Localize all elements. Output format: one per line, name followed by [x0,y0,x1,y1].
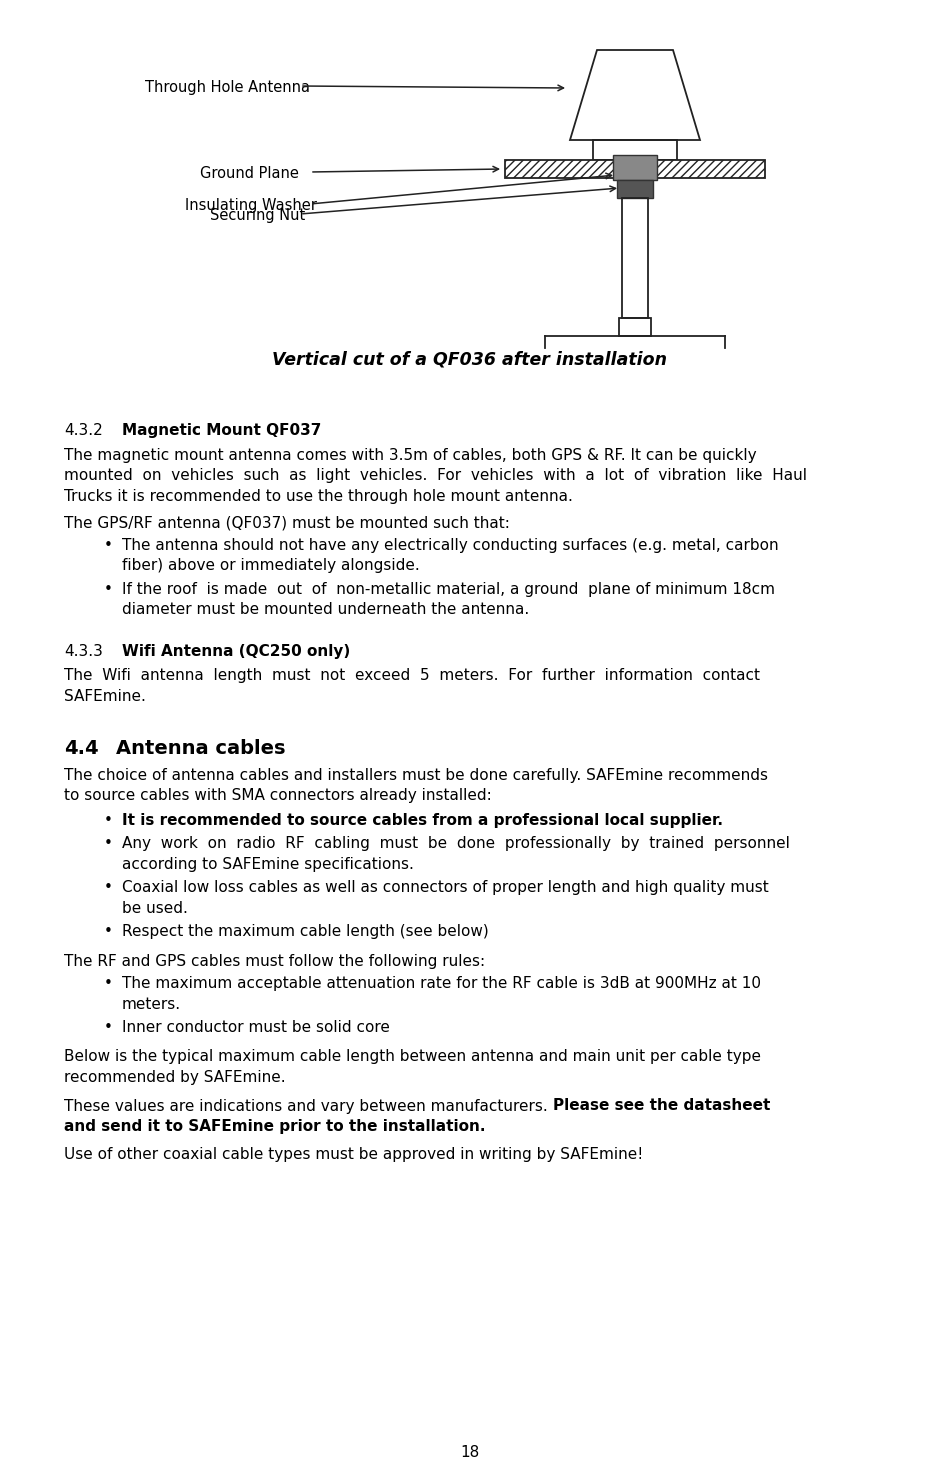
Bar [619,318,651,336]
Text: Antenna cables: Antenna cables [116,738,286,758]
Bar [505,161,765,178]
Text: according to SAFEmine specifications.: according to SAFEmine specifications. [122,856,414,871]
Text: and send it to SAFEmine prior to the installation.: and send it to SAFEmine prior to the ins… [64,1119,485,1134]
Text: These values are indications and vary between manufacturers.: These values are indications and vary be… [64,1098,553,1113]
Text: fiber) above or immediately alongside.: fiber) above or immediately alongside. [122,559,419,573]
Text: Trucks it is recommended to use the through hole mount antenna.: Trucks it is recommended to use the thro… [64,488,572,504]
Bar [613,155,657,180]
Text: The  Wifi  antenna  length  must  not  exceed  5  meters.  For  further  informa: The Wifi antenna length must not exceed … [64,668,760,682]
Text: Wifi Antenna (QC250 only): Wifi Antenna (QC250 only) [122,644,351,659]
Text: to source cables with SMA connectors already installed:: to source cables with SMA connectors alr… [64,789,492,803]
Bar [622,198,648,318]
Text: Any  work  on  radio  RF  cabling  must  be  done  professionally  by  trained  : Any work on radio RF cabling must be don… [122,836,790,850]
Text: The antenna should not have any electrically conducting surfaces (e.g. metal, ca: The antenna should not have any electric… [122,538,778,553]
Text: Securing Nut: Securing Nut [210,208,306,223]
Text: Use of other coaxial cable types must be approved in writing by SAFEmine!: Use of other coaxial cable types must be… [64,1147,643,1163]
Text: •: • [104,924,113,939]
Text: •: • [104,582,113,597]
Text: •: • [104,880,113,895]
Text: Respect the maximum cable length (see below): Respect the maximum cable length (see be… [122,924,489,939]
Text: meters.: meters. [122,996,181,1011]
Text: The maximum acceptable attenuation rate for the RF cable is 3dB at 900MHz at 10: The maximum acceptable attenuation rate … [122,976,760,991]
Text: 4.3.2: 4.3.2 [64,423,102,438]
Text: Below is the typical maximum cable length between antenna and main unit per cabl: Below is the typical maximum cable lengt… [64,1049,760,1064]
Text: Please see the datasheet: Please see the datasheet [553,1098,770,1113]
Bar [593,140,677,161]
Text: •: • [104,836,113,850]
Text: It is recommended to source cables from a professional local supplier.: It is recommended to source cables from … [122,812,723,827]
Text: The choice of antenna cables and installers must be done carefully. SAFEmine rec: The choice of antenna cables and install… [64,768,768,783]
Text: Through Hole Antenna: Through Hole Antenna [145,80,310,94]
Text: diameter must be mounted underneath the antenna.: diameter must be mounted underneath the … [122,601,529,618]
Bar [617,180,653,198]
Text: The GPS/RF antenna (QF037) must be mounted such that:: The GPS/RF antenna (QF037) must be mount… [64,514,509,531]
Text: •: • [104,538,113,553]
Text: •: • [104,976,113,991]
Text: 4.4: 4.4 [64,738,99,758]
Text: •: • [104,812,113,827]
Text: Ground Plane: Ground Plane [200,167,299,181]
Text: Magnetic Mount QF037: Magnetic Mount QF037 [122,423,321,438]
Text: 4.3.3: 4.3.3 [64,644,102,659]
Text: The magnetic mount antenna comes with 3.5m of cables, both GPS & RF. It can be q: The magnetic mount antenna comes with 3.… [64,448,757,463]
Text: SAFEmine.: SAFEmine. [64,688,146,703]
Text: Inner conductor must be solid core: Inner conductor must be solid core [122,1020,390,1035]
Text: Insulating Washer: Insulating Washer [185,198,317,214]
Text: If the roof  is made  out  of  non-metallic material, a ground  plane of minimum: If the roof is made out of non-metallic … [122,582,775,597]
Text: mounted  on  vehicles  such  as  light  vehicles.  For  vehicles  with  a  lot  : mounted on vehicles such as light vehicl… [64,469,807,483]
Text: The RF and GPS cables must follow the following rules:: The RF and GPS cables must follow the fo… [64,954,485,968]
Text: •: • [104,1020,113,1035]
Text: Coaxial low loss cables as well as connectors of proper length and high quality : Coaxial low loss cables as well as conne… [122,880,769,895]
Text: be used.: be used. [122,901,188,915]
Text: recommended by SAFEmine.: recommended by SAFEmine. [64,1070,286,1085]
Text: Vertical cut of a QF036 after installation: Vertical cut of a QF036 after installati… [273,349,667,368]
Text: 18: 18 [461,1445,479,1461]
